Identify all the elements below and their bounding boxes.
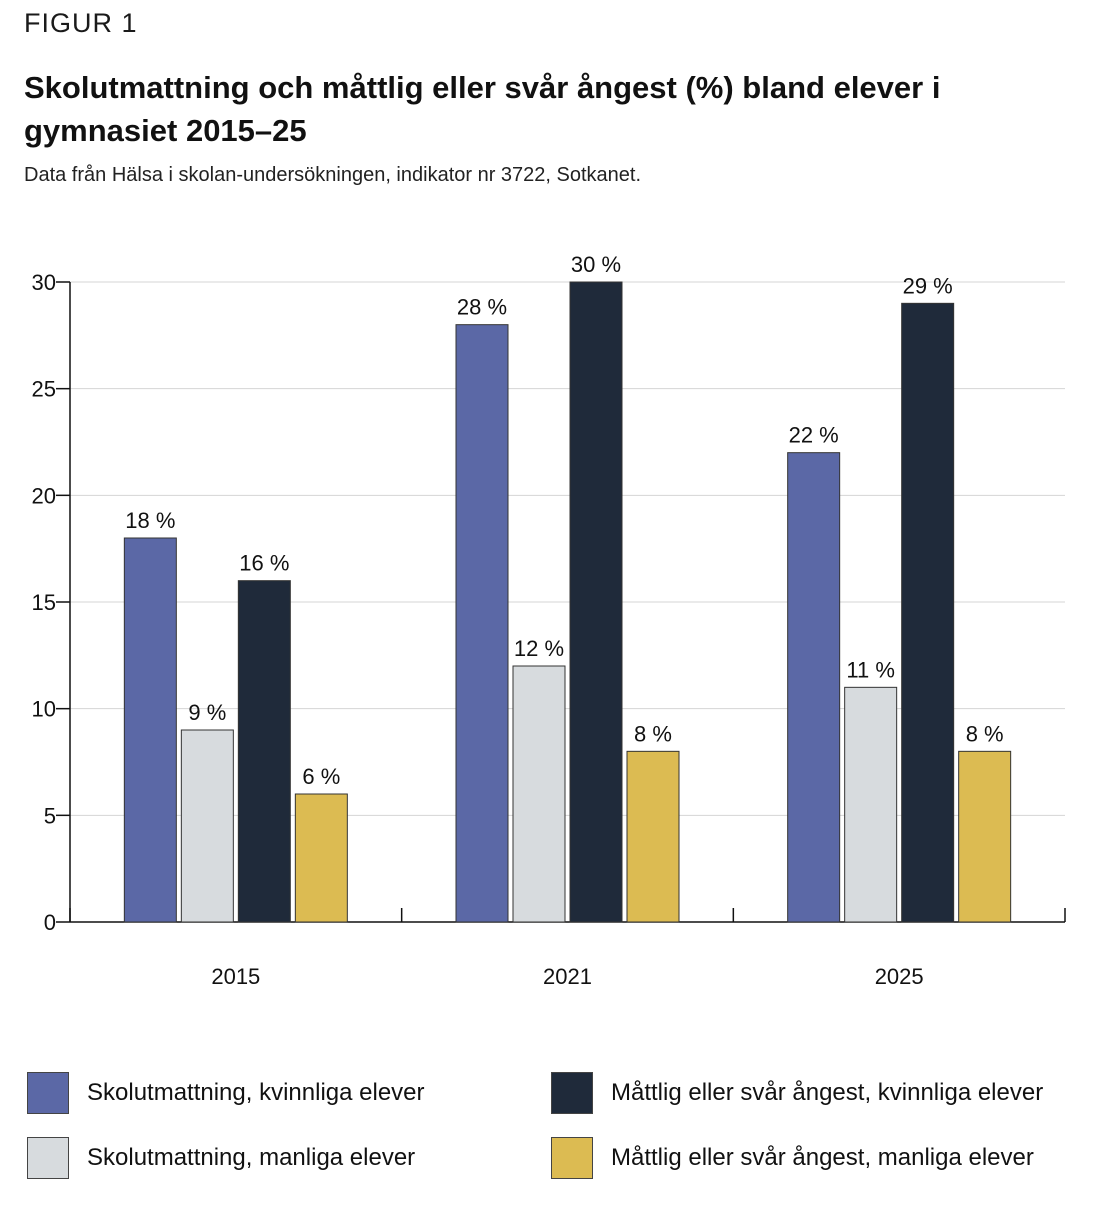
bar <box>569 281 623 923</box>
data-label: 6 % <box>302 764 340 789</box>
legend-swatch <box>27 1072 69 1114</box>
data-label: 22 % <box>789 423 839 448</box>
data-label: 12 % <box>514 636 564 661</box>
legend-swatch <box>27 1137 69 1179</box>
bar <box>455 324 509 923</box>
legend-swatch <box>551 1137 593 1179</box>
x-category-label: 2021 <box>543 964 592 989</box>
legend-label: Måttlig eller svår ångest, manliga eleve… <box>611 1144 1034 1171</box>
y-tick-label: 15 <box>32 590 56 615</box>
legend-item: Skolutmattning, kvinnliga elever <box>27 1072 425 1114</box>
legend-item: Skolutmattning, manliga elever <box>27 1137 415 1179</box>
x-category-label: 2015 <box>211 964 260 989</box>
bar <box>237 580 291 923</box>
bar <box>626 750 680 923</box>
data-label: 8 % <box>966 721 1004 746</box>
data-label: 30 % <box>571 252 621 277</box>
y-tick-label: 0 <box>44 910 56 935</box>
y-tick-label: 5 <box>44 803 56 828</box>
data-label: 9 % <box>188 700 226 725</box>
y-tick-label: 20 <box>32 483 56 508</box>
bar <box>123 537 177 923</box>
data-label: 18 % <box>125 508 175 533</box>
chart-title: Skolutmattning och måttlig eller svår ån… <box>24 70 941 148</box>
y-tick-label: 30 <box>32 270 56 295</box>
bar <box>512 665 566 923</box>
bar <box>294 793 348 923</box>
legend-label: Måttlig eller svår ångest, kvinnliga ele… <box>611 1079 1044 1106</box>
figure-label: FIGUR 1 <box>24 8 138 38</box>
bar <box>901 302 955 923</box>
data-label: 28 % <box>457 295 507 320</box>
x-category-label: 2025 <box>875 964 924 989</box>
legend-item: Måttlig eller svår ångest, kvinnliga ele… <box>551 1072 1043 1114</box>
bar <box>180 729 234 923</box>
data-label: 11 % <box>846 657 895 682</box>
bar <box>844 686 898 923</box>
data-label: 8 % <box>634 721 672 746</box>
legend-label: Skolutmattning, manliga elever <box>87 1144 416 1171</box>
chart-subtitle: Data från Hälsa i skolan-undersökningen,… <box>24 164 642 186</box>
legend-swatch <box>551 1072 593 1114</box>
bar <box>787 452 841 923</box>
data-label: 29 % <box>903 273 953 298</box>
legend-item: Måttlig eller svår ångest, manliga eleve… <box>551 1137 1034 1179</box>
legend-label: Skolutmattning, kvinnliga elever <box>87 1079 425 1106</box>
data-label: 16 % <box>239 551 289 576</box>
y-tick-label: 25 <box>32 377 56 402</box>
bar <box>958 750 1012 923</box>
y-tick-label: 10 <box>32 697 56 722</box>
